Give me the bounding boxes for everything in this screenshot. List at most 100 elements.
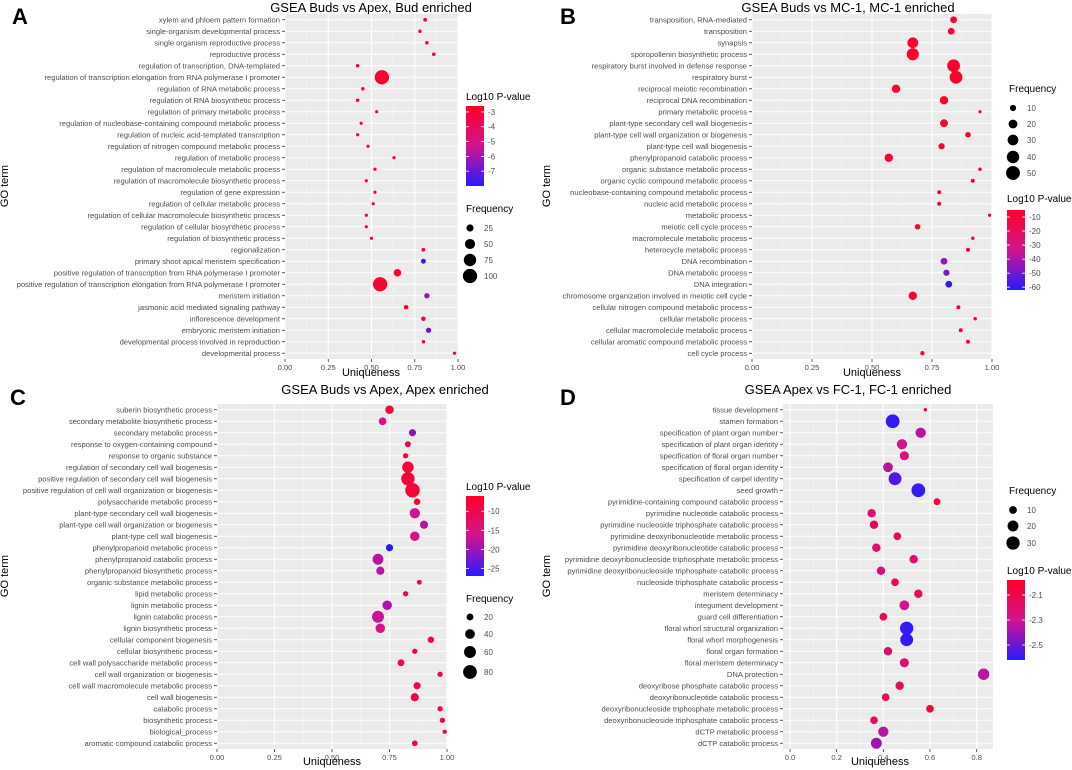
y-tick-label: single-organism developmental process <box>146 27 280 36</box>
data-point <box>899 600 910 611</box>
size-legend-key <box>462 268 478 284</box>
y-tick-label: regulation of primary metabolic process <box>147 107 280 116</box>
data-point <box>402 453 409 459</box>
color-legend-label: -15 <box>488 526 500 535</box>
size-legend-label: 50 <box>484 240 493 249</box>
y-tick-label: pyrimidine-containing compound catabolic… <box>608 497 778 506</box>
data-point <box>418 29 422 33</box>
data-point <box>372 610 384 623</box>
y-tick-label: phenylpropanoid metabolic process <box>93 543 213 552</box>
data-point <box>911 483 926 498</box>
color-legend-label: -6 <box>488 152 496 161</box>
y-tick-label: nucleoside triphosphate catabolic proces… <box>637 578 778 587</box>
size-legend-key <box>1006 536 1020 550</box>
data-point <box>908 291 917 300</box>
data-point <box>432 52 436 56</box>
x-tick-label: 0.00 <box>210 753 225 762</box>
y-tick-label: respiratory burst involved in defense re… <box>592 61 747 70</box>
size-legend-key <box>465 629 475 639</box>
y-tick-label: seed growth <box>737 486 778 495</box>
color-legend-label: -30 <box>1029 241 1041 250</box>
size-legend-label: 80 <box>484 668 493 677</box>
data-point <box>408 429 417 437</box>
y-tick-label: suberin biosynthetic process <box>116 405 212 414</box>
y-tick-label: regulation of secondary cell wall biogen… <box>66 463 212 472</box>
data-point <box>373 167 377 171</box>
y-tick-label: regulation of biosynthetic process <box>167 234 280 243</box>
data-point <box>869 520 879 529</box>
y-tick-label: cellular component biogenesis <box>110 635 212 644</box>
data-point <box>410 693 419 702</box>
data-point <box>421 316 426 322</box>
data-point <box>977 668 990 680</box>
y-tick-label: regulation of macromolecule metabolic pr… <box>121 165 280 174</box>
x-tick-label: 0.50 <box>325 753 340 762</box>
data-point <box>870 716 878 725</box>
size-legend-title: Frequency <box>1009 84 1056 95</box>
y-tick-label: regulation of nucleic acid-templated tra… <box>117 130 280 139</box>
y-tick-label: regulation of transcription, DNA-templat… <box>139 61 280 70</box>
data-point <box>364 213 368 217</box>
data-point <box>427 636 435 644</box>
data-point <box>900 621 914 635</box>
size-legend-key <box>463 253 477 267</box>
data-point <box>949 70 963 84</box>
y-tick-label: heterocycle metabolic process <box>645 245 747 254</box>
y-tick-label: regulation of nucleobase-containing comp… <box>59 119 280 128</box>
size-legend-title: Frequency <box>466 204 513 215</box>
data-point <box>966 339 970 344</box>
data-point <box>374 70 390 85</box>
data-point <box>909 555 918 564</box>
x-tick-label: 0.25 <box>267 753 282 762</box>
plot-background <box>783 404 993 749</box>
y-tick-label: single organism reproductive process <box>154 38 280 47</box>
data-point <box>899 658 909 668</box>
data-point <box>425 41 429 45</box>
color-legend-label: -60 <box>1029 283 1041 292</box>
color-legend-title: Log10 P-value <box>466 92 531 103</box>
y-tick-label: developmental process <box>202 349 280 358</box>
data-point <box>437 671 443 677</box>
color-legend-label: -3 <box>488 108 496 117</box>
y-tick-label: lignin biosynthetic process <box>123 624 212 633</box>
y-tick-label: developmental process involved in reprod… <box>120 337 280 346</box>
panel-letter: A <box>12 4 28 29</box>
data-point <box>437 706 443 712</box>
x-tick-label: 0.00 <box>278 363 293 372</box>
data-point <box>413 498 421 506</box>
y-tick-label: regulation of gene expression <box>180 188 280 197</box>
x-axis-label: Uniqueness <box>843 367 902 379</box>
data-point <box>907 37 919 49</box>
y-tick-label: regulation of cellular macromolecule bio… <box>88 211 281 220</box>
data-point <box>420 258 426 264</box>
y-tick-label: reciprocal meiotic recombination <box>638 84 747 93</box>
y-tick-label: DNA metabolic process <box>668 268 747 277</box>
data-point <box>404 441 411 448</box>
y-tick-label: catabolic process <box>153 704 212 713</box>
y-tick-label: cell cycle process <box>687 349 747 358</box>
size-legend-label: 30 <box>1027 136 1036 145</box>
y-tick-label: DNA protection <box>727 670 778 679</box>
data-point <box>879 612 888 621</box>
y-tick-label: chromosome organization involved in meio… <box>563 291 747 300</box>
data-point <box>376 566 385 575</box>
y-tick-label: reproductive process <box>210 50 281 59</box>
data-point <box>424 293 430 299</box>
data-point <box>393 268 402 277</box>
y-tick-label: secondary metabolic process <box>114 428 213 437</box>
y-tick-label: polysaccharide metabolic process <box>98 497 212 506</box>
color-legend-label: -2.5 <box>1029 641 1043 650</box>
data-point <box>872 543 881 552</box>
data-point <box>421 340 426 344</box>
data-point <box>409 508 420 519</box>
y-axis-label: GO term <box>541 165 553 207</box>
data-point <box>401 472 415 486</box>
data-point <box>412 648 418 654</box>
data-point <box>356 133 360 137</box>
data-point <box>410 531 420 541</box>
color-legend-label: -10 <box>488 507 500 516</box>
data-point <box>937 201 942 206</box>
data-point <box>973 317 977 321</box>
data-point <box>364 179 368 183</box>
